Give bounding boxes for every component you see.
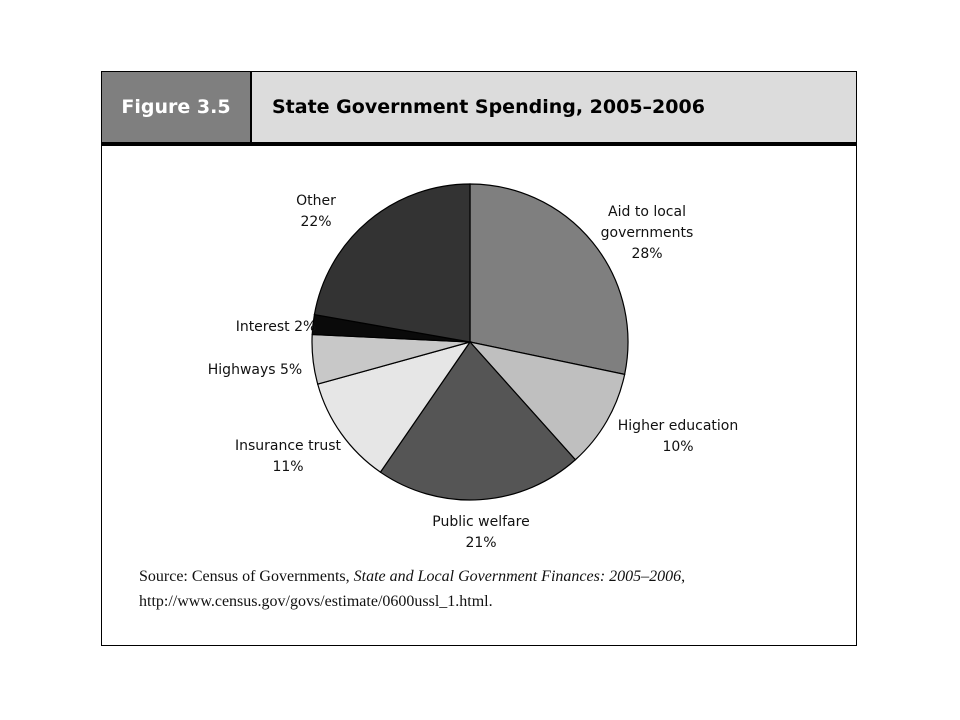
slice-label: Insurance trust 11% <box>235 438 342 475</box>
slice-label: Highways 5% <box>208 362 302 378</box>
figure-header: Figure 3.5 State Government Spending, 20… <box>102 72 856 142</box>
pie-slice <box>313 183 471 343</box>
pie-slice <box>379 341 577 501</box>
pie-chart: Aid to local governments 28% Higher educati… <box>208 183 738 551</box>
header-rule <box>102 142 856 146</box>
slice-label: Public welfare 21% <box>432 514 529 551</box>
slice-label: Aid to local governments 28% <box>601 204 694 262</box>
source-suffix: , http://www.census.gov/govs/estimate/06… <box>139 568 686 610</box>
figure-title: State Government Spending, 2005–2006 <box>252 72 856 142</box>
source-prefix: Source: Census of Governments, <box>139 568 354 585</box>
pie-slice <box>469 183 629 376</box>
slice-label: Other 22% <box>296 193 336 230</box>
slice-label: Interest 2% <box>236 319 317 335</box>
slice-label: Higher education 10% <box>618 418 738 455</box>
figure-number: Figure 3.5 <box>102 72 252 142</box>
source-note: Source: Census of Governments, State and… <box>139 564 829 614</box>
pie-slice <box>316 340 472 473</box>
pie-slice <box>468 341 626 461</box>
source-title: State and Local Government Finances: 200… <box>353 568 682 585</box>
figure-box: Figure 3.5 State Government Spending, 20… <box>101 71 857 646</box>
